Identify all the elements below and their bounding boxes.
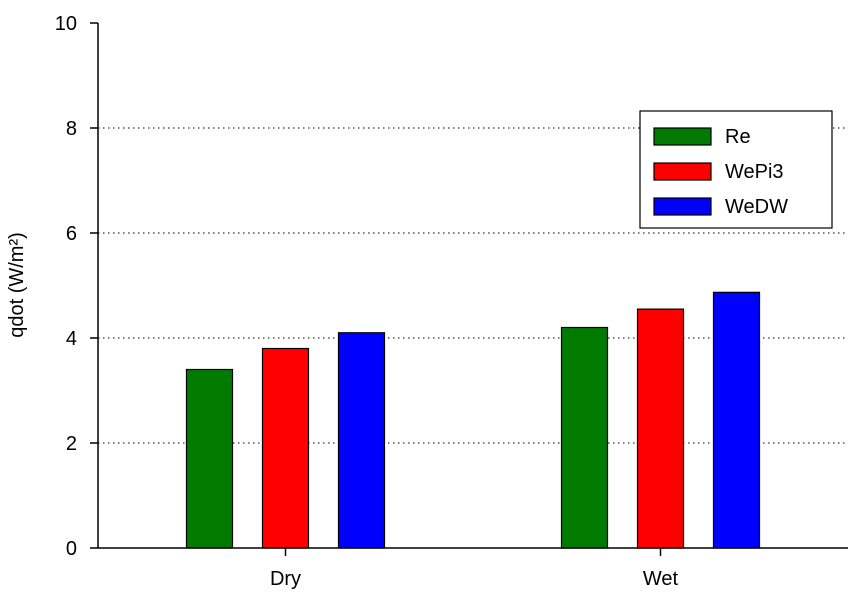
y-tick-label: 2 bbox=[66, 433, 77, 455]
bar-re-wet bbox=[560, 326, 609, 549]
x-tick-label: Dry bbox=[270, 568, 301, 590]
legend-label-wepi3: WePi3 bbox=[725, 161, 784, 183]
y-tick-label: 8 bbox=[66, 118, 77, 140]
y-tick-label: 0 bbox=[66, 538, 77, 560]
bar-wepi3-dry bbox=[261, 347, 310, 549]
legend: Re WePi3 WeDW bbox=[639, 110, 833, 229]
bar-wedw-dry bbox=[337, 332, 386, 549]
axes bbox=[97, 23, 848, 549]
bar-wedw-wet bbox=[712, 291, 761, 549]
bar-wepi3-wet bbox=[636, 308, 685, 549]
legend-label-re: Re bbox=[725, 126, 751, 148]
y-tick-label: 4 bbox=[66, 328, 77, 350]
bar-re-dry bbox=[185, 368, 234, 549]
bars bbox=[185, 291, 761, 549]
y-tick-label: 10 bbox=[55, 13, 77, 35]
x-ticks: Dry Wet bbox=[270, 548, 679, 590]
y-ticks: 0 2 4 6 8 10 bbox=[55, 13, 98, 560]
y-axis-label: qdot (W/m²) bbox=[6, 232, 28, 338]
legend-swatch-wepi3 bbox=[653, 162, 712, 181]
x-tick-label: Wet bbox=[643, 568, 679, 590]
y-tick-label: 6 bbox=[66, 223, 77, 245]
legend-label-wedw: WeDW bbox=[725, 196, 788, 218]
legend-swatch-re bbox=[653, 127, 712, 146]
legend-swatch-wedw bbox=[653, 197, 712, 216]
